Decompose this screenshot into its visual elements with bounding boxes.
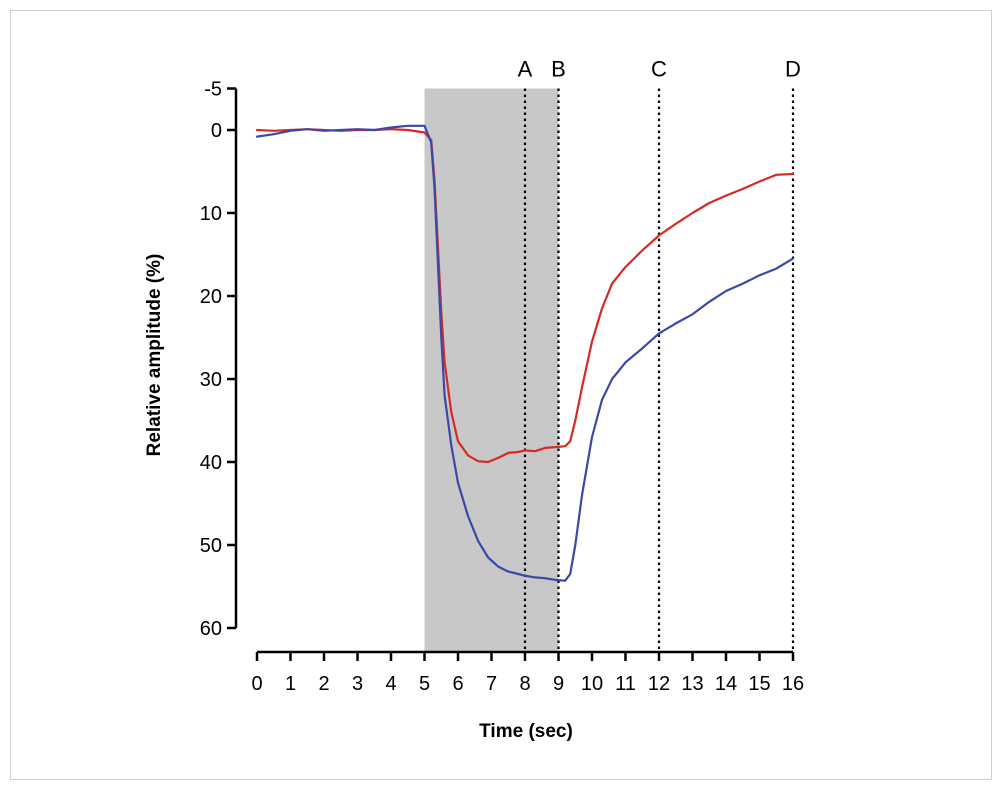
y-tick-label: 30	[200, 369, 222, 391]
x-tick-label: 13	[681, 673, 703, 695]
series-layer	[255, 124, 795, 582]
x-tick-label: 4	[385, 673, 396, 695]
y-tick-label: 50	[200, 535, 222, 557]
x-tick-label: 10	[581, 673, 603, 695]
x-tick-label: 5	[419, 673, 430, 695]
x-tick-label: 16	[782, 673, 804, 695]
shaded-region-layer	[424, 88, 559, 652]
x-tick-label: 14	[715, 673, 737, 695]
y-tick-label: -5	[204, 79, 222, 101]
x-axis-title: Time (sec)	[479, 721, 573, 742]
x-tick-label: 7	[486, 673, 497, 695]
y-tick-label: 40	[200, 452, 222, 474]
marker-label-b: B	[551, 57, 566, 82]
y-tick-label: 0	[211, 120, 222, 142]
x-tick-label: 12	[648, 673, 670, 695]
x-tick-label: 11	[615, 673, 636, 695]
x-tick-label: 3	[352, 673, 363, 695]
x-tick-label: 15	[748, 673, 770, 695]
x-tick-label: 1	[285, 673, 296, 695]
x-tick-label: 0	[251, 673, 262, 695]
marker-label-c: C	[651, 57, 667, 82]
y-tick-label: 60	[200, 618, 222, 640]
x-tick-label: 6	[452, 673, 463, 695]
x-tick-label: 8	[519, 673, 530, 695]
y-tick-label: 10	[200, 203, 222, 225]
y-axis-title: Relative amplitude (%)	[144, 254, 165, 457]
stimulus-shaded-region	[424, 88, 559, 652]
y-tick-label: 20	[200, 286, 222, 308]
x-tick-label: 9	[553, 673, 564, 695]
x-tick-label: 2	[318, 673, 329, 695]
marker-label-d: D	[785, 57, 801, 82]
marker-label-a: A	[518, 57, 533, 82]
series-line-2	[255, 124, 795, 582]
